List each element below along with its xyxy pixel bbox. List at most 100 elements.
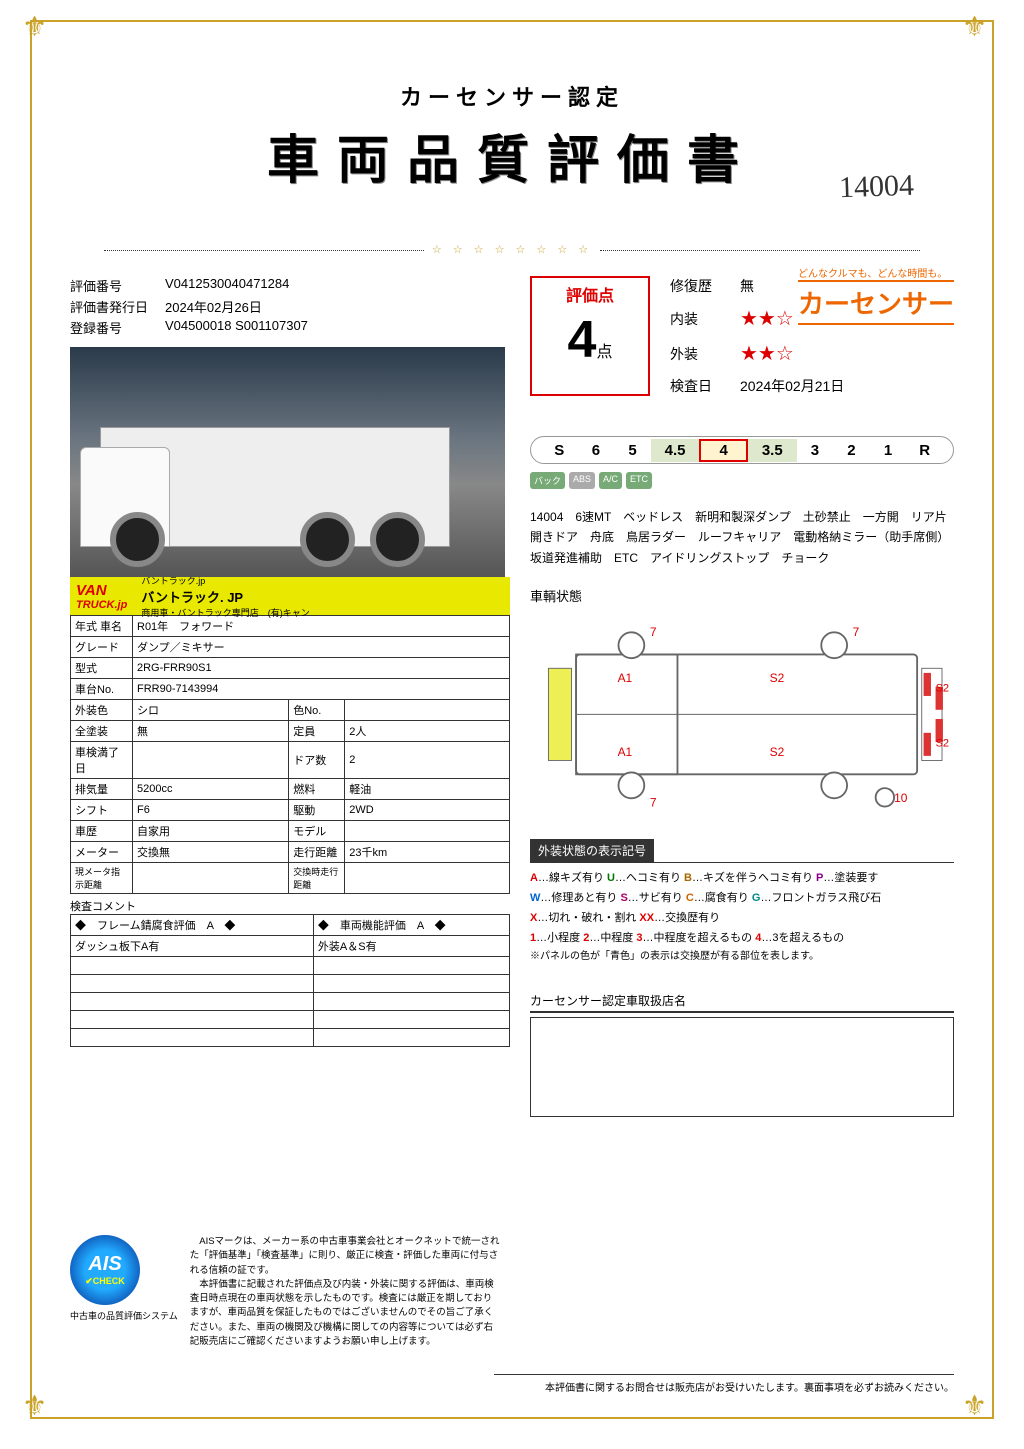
spec-label: 車台No. [71,679,133,700]
exterior-stars: ★★☆ [740,341,794,366]
svg-text:S2: S2 [936,738,950,750]
legend-title: 外装状態の表示記号 [530,839,654,862]
spec-label: 年式 車名 [71,616,133,637]
inspection-cell [71,993,314,1011]
legend-line: X…切れ・破れ・割れ XX…交換歴有り [530,909,954,929]
spec-label: シフト [71,800,133,821]
legend-line: 1…小程度 2…中程度 3…中程度を超えるもの 4…3を超えるもの [530,929,954,949]
spec-label: 駆動 [289,800,345,821]
repair-value: 無 [740,276,754,296]
scale-item: 3.5 [748,439,797,462]
dealer-banner: VAN TRUCK.jp バントラック.jp バントラック. JP 商用車・バン… [70,577,510,615]
legend-line: A…線キズ有り U…ヘコミ有り B…キズを伴うヘコミ有り P…塗装要す [530,869,954,889]
spec-label: 外装色 [71,700,133,721]
spec-label: メーター [71,842,133,863]
spec-value [345,821,510,842]
inspection-cell [71,957,314,975]
brand-box: どんなクルマも、どんな時間も。 カーセンサー [798,265,954,325]
reg-no: V04500018 S001107307 [165,318,308,337]
spec-value: F6 [133,800,289,821]
ais-logo-text: AIS [88,1253,121,1276]
exterior-label: 外装 [670,344,740,364]
spec-label: ドア数 [289,742,345,779]
svg-text:S2: S2 [770,745,785,759]
brand-tagline: どんなクルマも、どんな時間も。 [798,265,954,280]
badge: ABS [569,472,595,489]
spec-label: モデル [289,821,345,842]
banner-sub: 商用車・バントラック専門店 (有)キャン [141,606,309,619]
vehicle-photo [70,347,505,577]
spec-value: 2人 [345,721,510,742]
corner-ornament: ⚜ [22,1389,62,1429]
scale-item: 2 [833,442,870,459]
scale-item: 3 [797,442,834,459]
inspection-cell: 外装A＆S有 [313,936,509,957]
spec-value: 23千km [345,842,510,863]
corner-ornament: ⚜ [962,1389,1002,1429]
spec-label: 現メータ指示距離 [71,863,133,894]
eval-no-label: 評価番号 [70,276,165,295]
svg-text:7: 7 [853,625,860,639]
scale-item: R [906,442,943,459]
inspection-cell [313,993,509,1011]
spec-label: 色No. [289,700,345,721]
issue-date: 2024年02月26日 [165,297,262,316]
legend-body: A…線キズ有り U…ヘコミ有り B…キズを伴うヘコミ有り P…塗装要す W…修理… [530,862,954,972]
spec-value: 2RG-FRR90S1 [133,658,510,679]
spec-value [133,863,289,894]
legend-line: W…修理あと有り S…サビ有り C…腐食有り G…フロントガラス飛び石 [530,889,954,909]
inspection-cell: ◆ フレーム錆腐食評価 A ◆ [71,915,314,936]
inspection-cell [71,975,314,993]
inspection-cell [313,957,509,975]
spec-value: ダンプ／ミキサー [133,637,510,658]
spec-value: 自家用 [133,821,289,842]
scale-item: 5 [614,442,651,459]
svg-text:A1: A1 [618,745,633,759]
inspection-cell: ◆ 車両機能評価 A ◆ [313,915,509,936]
corner-ornament: ⚜ [962,10,1002,50]
dealer-title: カーセンサー認定車取扱店名 [530,992,954,1013]
spec-label: グレード [71,637,133,658]
diagram-title: 車輌状態 [530,586,954,605]
repair-label: 修復歴 [670,276,740,296]
scale-item: 4.5 [651,439,700,462]
svg-text:S2: S2 [936,683,950,695]
svg-text:S2: S2 [770,671,785,685]
spec-value: 2WD [345,800,510,821]
scale-bar: S 6 5 4.5 4 3.5 3 2 1 R [530,436,954,464]
interior-label: 内装 [670,309,740,329]
vehicle-description: 14004 6速MT ベッドレス 新明和製深ダンプ 土砂禁止 一方開 リア片開き… [530,507,954,568]
inspection-cell [71,1011,314,1029]
handwritten-note: 14004 [838,169,914,206]
spec-value: 5200cc [133,779,289,800]
spec-label: 排気量 [71,779,133,800]
spec-label: 交換時走行距離 [289,863,345,894]
badge: ETC [626,472,652,489]
svg-text:7: 7 [650,796,657,810]
banner-main: バントラック. JP [141,587,309,606]
score-unit: 点 [596,344,612,361]
inspection-cell [313,975,509,993]
spec-value: 交換無 [133,842,289,863]
inspection-comment-label: 検査コメント [70,898,510,914]
brand-logo: カーセンサー [798,280,954,325]
spec-value: R01年 フォワード [133,616,510,637]
ais-block: AIS ✔CHECK 中古車の品質評価システム AISマークは、メーカー系の中古… [70,1235,500,1349]
inspection-table: ◆ フレーム錆腐食評価 A ◆◆ 車両機能評価 A ◆ ダッシュ板下A有外装A＆… [70,914,510,1047]
feature-badges: バック ABS A/C ETC [530,472,954,489]
scale-item: S [541,442,578,459]
inspection-cell [313,1029,509,1047]
vehicle-diagram: 7 7 7 10 A1 A1 S2 S2 S2 S2 [530,609,954,829]
scale-item-selected: 4 [699,439,748,462]
inspection-cell: ダッシュ板下A有 [71,936,314,957]
spec-value: 軽油 [345,779,510,800]
corner-ornament: ⚜ [22,10,62,50]
spec-value [345,700,510,721]
spec-label: 車歴 [71,821,133,842]
spec-label: 定員 [289,721,345,742]
spec-value [133,742,289,779]
spec-value [345,863,510,894]
spec-value: 2 [345,742,510,779]
ais-text: AISマークは、メーカー系の中古車事業会社とオークネットで統一された「評価基準」… [190,1235,500,1349]
badge: A/C [599,472,622,489]
